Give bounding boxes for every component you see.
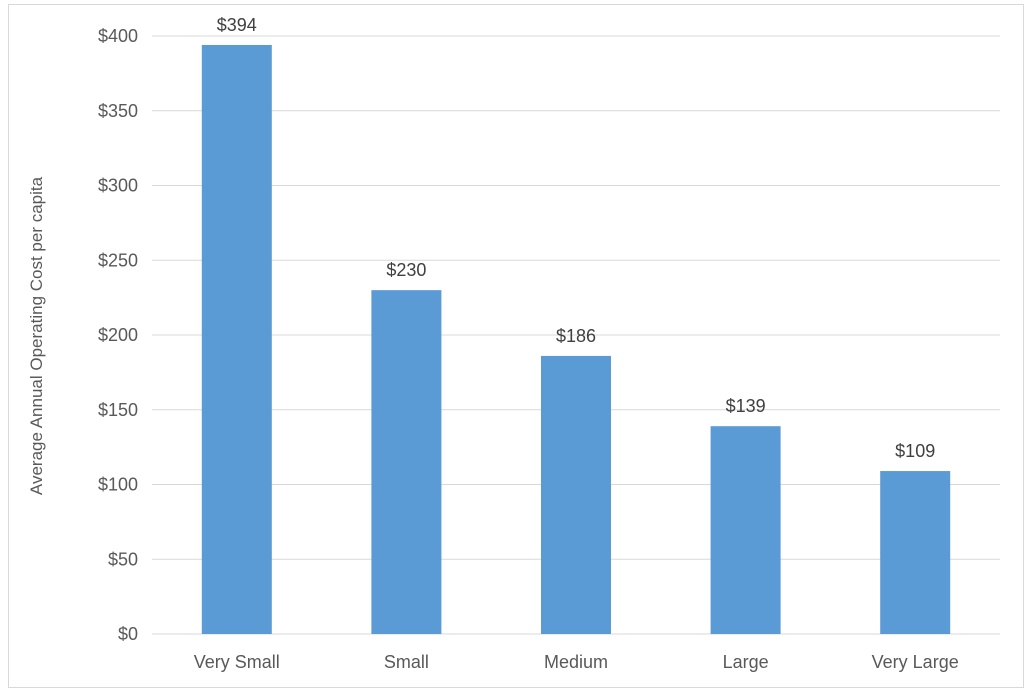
y-tick-label: $0 [118,624,138,644]
y-tick-label: $50 [108,549,138,569]
bar [201,44,272,635]
y-tick-label: $400 [98,26,138,46]
chart-frame [8,4,1024,688]
y-tick-label: $250 [98,250,138,270]
x-category-label: Small [384,652,429,672]
x-category-label: Large [723,652,769,672]
y-axis-title: Average Annual Operating Cost per capita [27,176,46,495]
gridlines [152,35,1000,635]
data-labels: $394 $230 $186 $139 $109 [217,15,935,461]
y-tick-label: $150 [98,400,138,420]
bar [541,355,611,634]
y-tick-label: $100 [98,475,138,495]
data-label: $230 [386,260,426,280]
y-tick-label: $200 [98,325,138,345]
data-label: $394 [217,15,257,35]
x-category-label: Very Small [194,652,280,672]
bar [880,471,951,634]
x-category-label: Very Large [872,652,959,672]
x-axis-categories: Very Small Small Medium Large Very Large [194,652,959,672]
data-label: $139 [726,396,766,416]
data-label: $109 [895,441,935,461]
bar [371,290,442,634]
y-tick-label: $350 [98,101,138,121]
bar [710,426,781,634]
x-category-label: Medium [544,652,608,672]
data-label: $186 [556,326,596,346]
bars [201,44,951,635]
y-axis-ticks: $0 $50 $100 $150 $200 $250 $300 $350 $400 [98,26,138,644]
y-tick-label: $300 [98,176,138,196]
